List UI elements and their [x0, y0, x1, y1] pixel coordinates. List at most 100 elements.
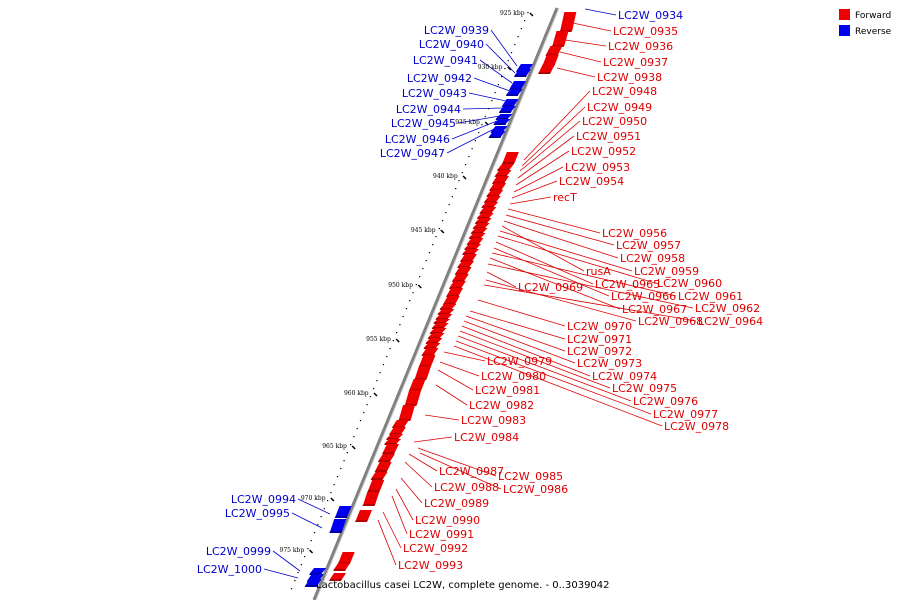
leader-line — [485, 43, 516, 74]
gene-body — [495, 170, 512, 175]
forward-gene — [446, 288, 464, 297]
gene-shadow — [329, 531, 343, 533]
gene-shadow — [354, 520, 368, 522]
gene-body — [514, 69, 531, 75]
tick-dot — [517, 36, 519, 38]
tick-dot — [441, 220, 444, 222]
leader-line — [468, 92, 507, 102]
gene-label: LC2W_0946 — [385, 133, 450, 146]
forward-gene — [454, 267, 472, 275]
gene-features — [304, 12, 577, 587]
gene-label: LC2W_0983 — [461, 414, 526, 427]
leader-line — [507, 208, 601, 234]
forward-gene — [414, 366, 432, 380]
gene-body — [473, 223, 490, 227]
gene-body — [434, 319, 451, 322]
tick-dot — [300, 564, 302, 566]
leader-line — [501, 225, 585, 272]
leader-line — [521, 106, 586, 167]
backbone-line — [312, 7, 559, 600]
leader-line — [419, 452, 502, 490]
tick-dot — [379, 372, 381, 374]
gene-label: LC2W_0937 — [603, 56, 668, 69]
gene-body — [419, 355, 436, 365]
forward-gene — [457, 261, 475, 268]
gene-shadow — [304, 585, 318, 587]
tick-dot — [435, 236, 437, 238]
forward-gene — [329, 573, 347, 581]
forward-gene — [391, 420, 409, 428]
forward-gene — [551, 31, 569, 47]
leader-line — [513, 166, 564, 193]
genome-caption: Lactobacillus casei LC2W, complete genom… — [316, 580, 610, 591]
reverse-legend-label: Reverse — [855, 27, 892, 37]
gene-label: LC2W_0944 — [396, 103, 461, 116]
gene-shadow — [329, 579, 343, 581]
forward-gene — [398, 405, 416, 421]
gene-label: LC2W_0989 — [424, 497, 489, 510]
gene-label: recT — [553, 191, 577, 204]
tick-dot — [428, 252, 431, 254]
gene-label: LC2W_0967 — [622, 303, 687, 316]
gene-shadow — [382, 452, 396, 454]
gene-shadow — [377, 460, 391, 462]
gene-body — [496, 114, 513, 118]
tick-dot — [484, 116, 486, 118]
gene-body — [424, 343, 441, 347]
tick-dot — [376, 380, 378, 382]
forward-gene — [418, 355, 436, 367]
leader-line — [559, 51, 602, 63]
tick-dot — [323, 508, 325, 510]
gene-body — [487, 190, 504, 195]
gene-body — [447, 288, 464, 295]
tick-dot — [415, 284, 417, 286]
tick-dot — [461, 172, 463, 174]
gene-body — [430, 328, 447, 332]
reverse-gene — [304, 579, 322, 587]
tick-dot — [304, 556, 306, 558]
leader-line — [408, 453, 438, 472]
gene-label: LC2W_0984 — [454, 431, 519, 444]
leader-line — [435, 384, 468, 406]
leader-line — [564, 39, 607, 47]
tick-dot — [373, 388, 375, 390]
gene-body — [552, 31, 569, 45]
gene-body — [399, 405, 416, 419]
tick-mark — [308, 549, 314, 554]
forward-gene — [362, 492, 380, 506]
gene-body — [422, 348, 439, 354]
tick-dot — [340, 468, 342, 470]
tick-dot — [455, 188, 457, 190]
leader-line — [489, 257, 621, 310]
gene-body — [449, 281, 466, 287]
gene-body — [542, 55, 559, 65]
tick-dot — [527, 12, 529, 14]
gene-shadow — [488, 136, 502, 138]
tick-dot — [412, 292, 414, 294]
gene-body — [489, 131, 506, 136]
gene-label: LC2W_0994 — [231, 493, 296, 506]
gene-label: LC2W_0991 — [409, 528, 474, 541]
gene-body — [471, 228, 488, 232]
leader-line — [291, 512, 323, 529]
tick-dot — [310, 540, 312, 542]
leader-line — [382, 511, 402, 549]
gene-label: LC2W_0938 — [597, 71, 662, 84]
gene-body — [510, 81, 527, 88]
tick-dot — [514, 44, 516, 46]
forward-gene — [377, 454, 395, 462]
forward-gene — [483, 196, 501, 203]
reverse-gene — [498, 106, 516, 113]
gene-body — [491, 126, 508, 131]
gene-label: LC2W_0964 — [698, 315, 763, 328]
leader-line — [486, 271, 517, 288]
reverse-gene — [329, 519, 347, 533]
tick-dot — [294, 580, 296, 582]
gene-shadow — [362, 504, 376, 506]
tick-dot — [451, 196, 454, 198]
gene-body — [378, 454, 395, 460]
gene-shadow — [501, 162, 515, 164]
tick-label: 930 kbp — [478, 64, 503, 71]
gene-label: LC2W_0962 — [695, 302, 760, 315]
